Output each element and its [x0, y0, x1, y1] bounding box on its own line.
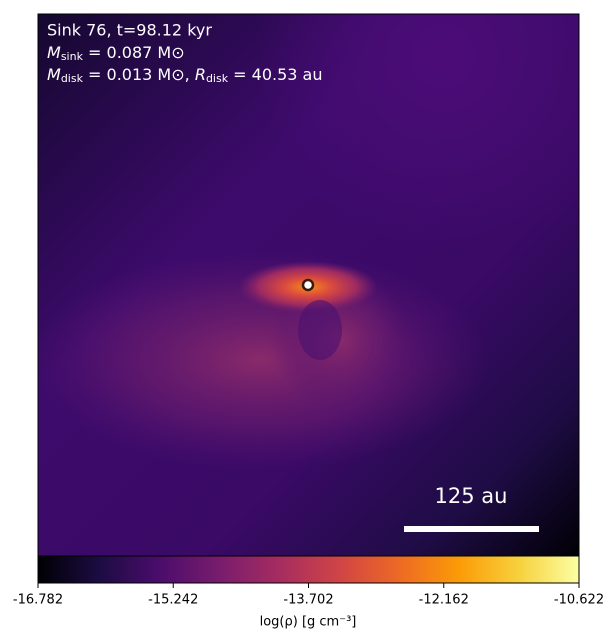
text-part: = 0.013 M⊙, — [83, 65, 195, 84]
annotation: Mdisk = 0.013 M⊙, Rdisk = 40.53 au — [47, 65, 323, 86]
colorbar-label: log(ρ) [g cm⁻³] — [260, 615, 357, 630]
scale-bar-label: 125 au — [435, 484, 508, 508]
text-part: M — [47, 43, 61, 62]
text-part: = 40.53 au — [228, 65, 322, 84]
text-part: disk — [206, 72, 229, 85]
colorbar — [37, 555, 580, 584]
text-part: disk — [61, 72, 84, 85]
scale-bar — [404, 526, 539, 532]
annotation: Sink 76, t=98.12 kyr — [47, 21, 212, 40]
colorbar-tick-label: -15.242 — [148, 593, 198, 608]
colorbar-tick-label: -16.782 — [13, 593, 63, 608]
text-part: = 0.087 M⊙ — [83, 43, 185, 62]
text-part: M — [47, 65, 61, 84]
annotation: Msink = 0.087 M⊙ — [47, 43, 185, 64]
text-part: sink — [61, 50, 84, 63]
colorbar-tick-label: -10.622 — [554, 593, 604, 608]
sink-marker — [301, 278, 315, 292]
text-part: R — [195, 65, 206, 84]
colorbar-tick-label: -13.702 — [283, 593, 333, 608]
colorbar-tick-label: -12.162 — [419, 593, 469, 608]
